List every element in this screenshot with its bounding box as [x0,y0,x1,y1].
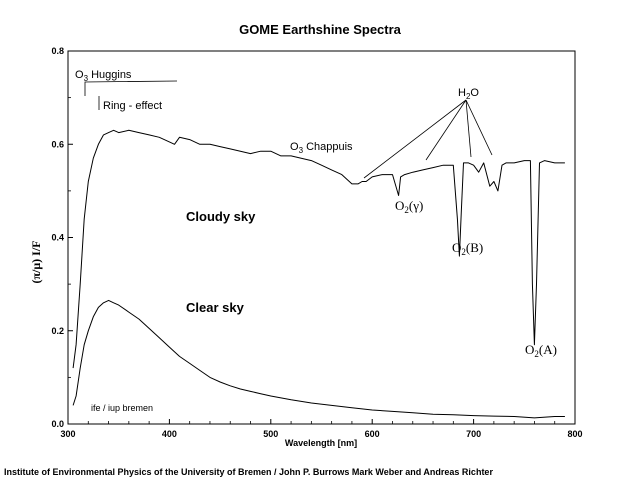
o3-chappuis-label: O3 Chappuis [290,141,353,155]
series-line-clear-sky [72,299,565,419]
series-group [72,129,565,419]
cloudy-sky-label: Cloudy sky [186,209,256,224]
y-tick-label: 0.2 [51,326,64,336]
credit-label: ife / iup bremen [91,403,153,413]
y-tick-label: 0.4 [51,233,64,243]
h2o-leader-1 [363,99,467,179]
o2-gamma-label: O2(γ) [395,198,423,215]
x-tick-label: 600 [365,429,380,439]
y-axis-label: (π/μ) I/F [29,240,43,283]
h2o-leader-2 [425,99,467,161]
ring-effect-label: Ring - effect [103,100,162,112]
annotation-lines [84,80,493,179]
x-axis-ticks: 300 400 500 600 700 800 [60,419,583,439]
o3-huggins-label: O3 Huggins [75,69,132,83]
x-tick-label: 400 [162,429,177,439]
o2-a-label: O2(A) [525,342,557,359]
y-tick-label: 0.6 [51,139,64,149]
chart-title: GOME Earthshine Spectra [239,22,402,37]
y-tick-label: 0.8 [51,46,64,56]
series-line-cloudy-sky [72,129,565,369]
y-tick-label: 0.0 [51,419,64,429]
x-axis-label: Wavelength [nm] [285,438,357,448]
y-axis-ticks: 0.0 0.2 0.4 0.6 0.8 [51,46,73,429]
h2o-leader-3 [465,99,472,158]
x-tick-label: 700 [466,429,481,439]
h2o-label: H2O [458,87,479,101]
huggins-bracket-line [84,80,178,96]
x-tick-label: 300 [60,429,75,439]
clear-sky-label: Clear sky [186,300,245,315]
footer-text: Institute of Environmental Physics of th… [4,467,493,477]
o2-b-label: O2(B) [452,240,483,257]
x-tick-label: 500 [263,429,278,439]
h2o-leader-4 [465,99,493,156]
x-tick-label: 800 [567,429,582,439]
